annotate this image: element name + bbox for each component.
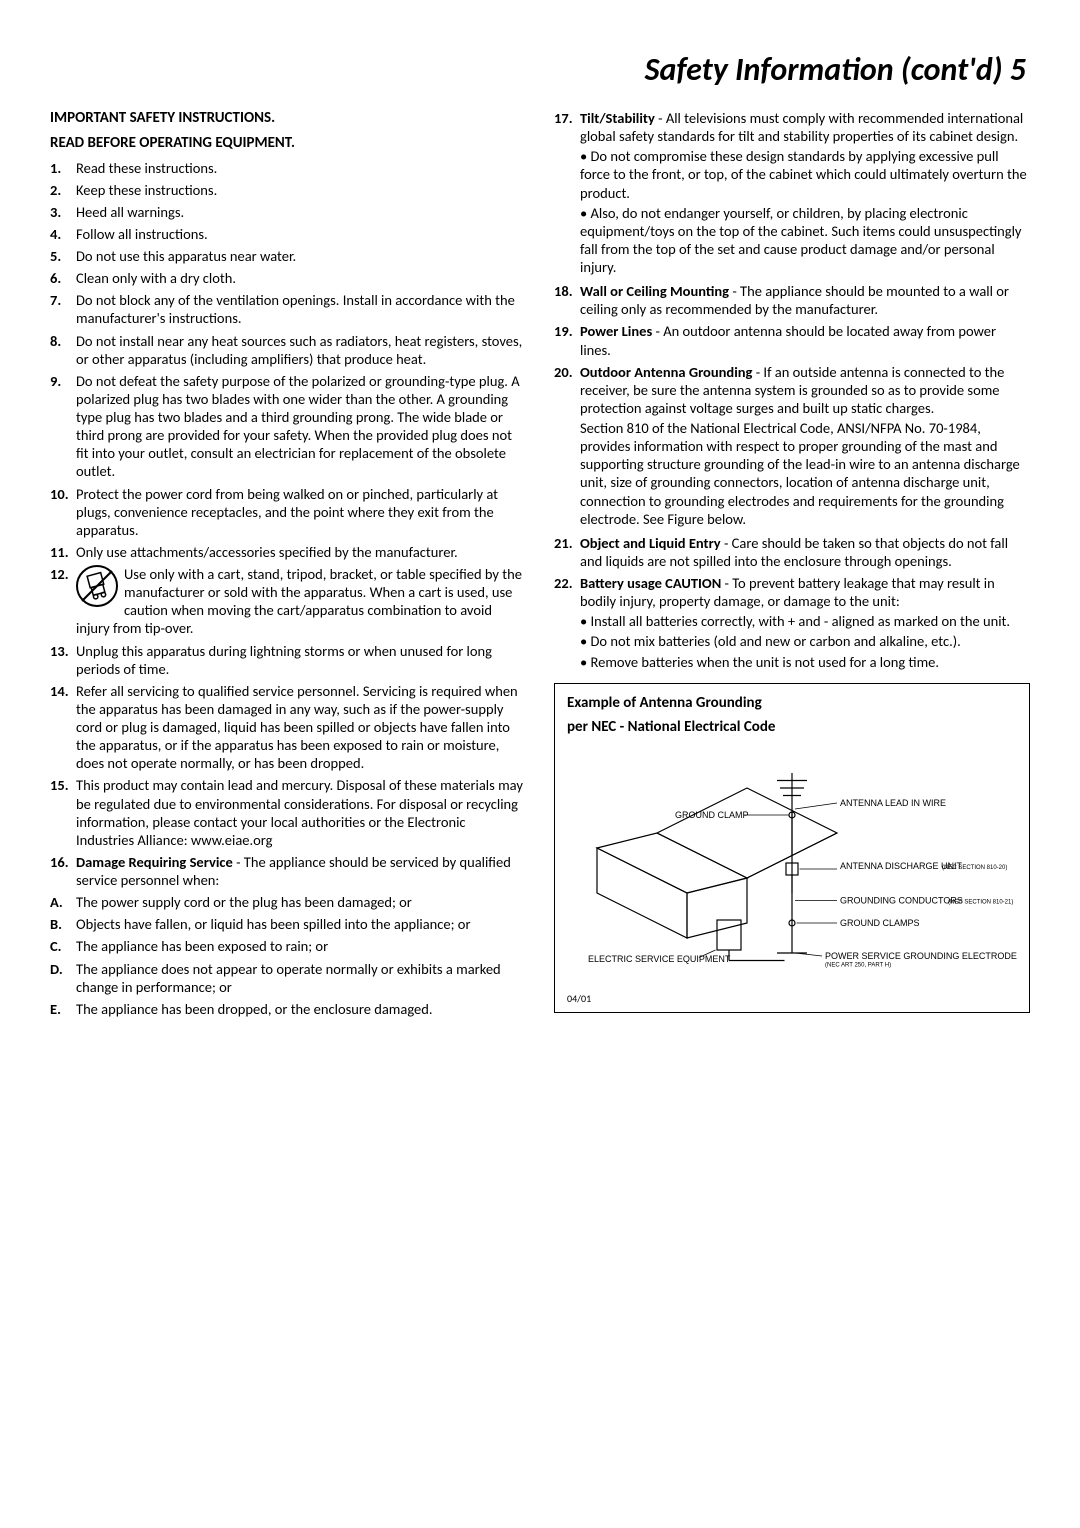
item-num: 17. xyxy=(554,109,580,278)
item-num: B. xyxy=(50,915,76,933)
instruction-list-left: 1.Read these instructions. 2.Keep these … xyxy=(50,159,526,1018)
item-num: 21. xyxy=(554,534,580,570)
item-20: Outdoor Antenna Grounding - If an outsid… xyxy=(580,363,1030,530)
item-num: 12. xyxy=(50,565,76,638)
item-18: Wall or Ceiling Mounting - The appliance… xyxy=(580,282,1030,318)
item-6: Clean only with a dry cloth. xyxy=(76,269,526,287)
item-num: 2. xyxy=(50,181,76,199)
lbl-conductors-sec: (NEC SECTION 810-21) xyxy=(948,900,1013,906)
item-11: Only use attachments/accessories specifi… xyxy=(76,543,526,561)
heading-line-1: IMPORTANT SAFETY INSTRUCTIONS. xyxy=(50,109,526,128)
item-16e: The appliance has been dropped, or the e… xyxy=(76,1000,526,1018)
item-num: E. xyxy=(50,1000,76,1018)
lbl-service-equip: ELECTRIC SERVICE EQUIPMENT xyxy=(588,954,731,964)
cart-tip-icon xyxy=(76,565,118,611)
item-num: 1. xyxy=(50,159,76,177)
item-num: 10. xyxy=(50,485,76,539)
lbl-ground-clamp: GROUND CLAMP xyxy=(675,810,749,820)
content-columns: IMPORTANT SAFETY INSTRUCTIONS. READ BEFO… xyxy=(50,109,1030,1022)
item-num: 15. xyxy=(50,776,76,849)
item-12: Use only with a cart, stand, tripod, bra… xyxy=(76,565,526,638)
antenna-diagram-svg: GROUND CLAMP ANTENNA LEAD IN WIRE ANTENN… xyxy=(567,743,1017,983)
item-num: 7. xyxy=(50,291,76,327)
item-16c: The appliance has been exposed to rain; … xyxy=(76,937,526,955)
item-8: Do not install near any heat sources suc… xyxy=(76,332,526,368)
item-21: Object and Liquid Entry - Care should be… xyxy=(580,534,1030,570)
lbl-conductors: GROUNDING CONDUCTORS xyxy=(840,896,963,906)
item-12-text: Use only with a cart, stand, tripod, bra… xyxy=(76,565,522,637)
heading-line-2: READ BEFORE OPERATING EQUIPMENT. xyxy=(50,134,526,153)
item-num: C. xyxy=(50,937,76,955)
lbl-antenna-lead: ANTENNA LEAD IN WIRE xyxy=(840,798,946,808)
item-num: 8. xyxy=(50,332,76,368)
item-13: Unplug this apparatus during lightning s… xyxy=(76,642,526,678)
item-num: 6. xyxy=(50,269,76,287)
item-16d: The appliance does not appear to operate… xyxy=(76,960,526,996)
item-16: Damage Requiring Service - The appliance… xyxy=(76,853,526,889)
item-num: 14. xyxy=(50,682,76,773)
item-17: Tilt/Stability - All televisions must co… xyxy=(580,109,1030,278)
instruction-list-right: 17. Tilt/Stability - All televisions mus… xyxy=(554,109,1030,673)
item-num: 18. xyxy=(554,282,580,318)
diagram-title-1: Example of Antenna Grounding xyxy=(567,694,1017,713)
divider-dots xyxy=(50,93,1030,95)
lbl-electrode: POWER SERVICE GROUNDING ELECTRODE SYSTEM xyxy=(825,951,1017,961)
item-num: 4. xyxy=(50,225,76,243)
item-1: Read these instructions. xyxy=(76,159,526,177)
item-14: Refer all servicing to qualified service… xyxy=(76,682,526,773)
page-title: Safety Information (cont'd) 5 xyxy=(50,50,1030,89)
left-column: IMPORTANT SAFETY INSTRUCTIONS. READ BEFO… xyxy=(50,109,526,1022)
item-4: Follow all instructions. xyxy=(76,225,526,243)
item-num: 20. xyxy=(554,363,580,530)
antenna-diagram-box: Example of Antenna Grounding per NEC - N… xyxy=(554,683,1030,1013)
item-2: Keep these instructions. xyxy=(76,181,526,199)
item-num: D. xyxy=(50,960,76,996)
item-num: 5. xyxy=(50,247,76,265)
item-10: Protect the power cord from being walked… xyxy=(76,485,526,539)
item-num: 13. xyxy=(50,642,76,678)
item-16a: The power supply cord or the plug has be… xyxy=(76,893,526,911)
item-num: 11. xyxy=(50,543,76,561)
lbl-electrode-sec: (NEC ART 250, PART H) xyxy=(825,963,891,969)
item-7: Do not block any of the ventilation open… xyxy=(76,291,526,327)
item-3: Heed all warnings. xyxy=(76,203,526,221)
item-22: Battery usage CAUTION - To prevent batte… xyxy=(580,574,1030,673)
lbl-discharge-sec: (NEC SECTION 810-20) xyxy=(942,865,1007,871)
item-19: Power Lines - An outdoor antenna should … xyxy=(580,322,1030,358)
right-column: 17. Tilt/Stability - All televisions mus… xyxy=(554,109,1030,1022)
item-num: 19. xyxy=(554,322,580,358)
item-num: 16. xyxy=(50,853,76,889)
item-num: 3. xyxy=(50,203,76,221)
item-num: A. xyxy=(50,893,76,911)
item-15: This product may contain lead and mercur… xyxy=(76,776,526,849)
diagram-revision: 04/01 xyxy=(567,993,1017,1006)
item-9: Do not defeat the safety purpose of the … xyxy=(76,372,526,481)
item-5: Do not use this apparatus near water. xyxy=(76,247,526,265)
diagram-title-2: per NEC - National Electrical Code xyxy=(567,718,1017,737)
lbl-ground-clamps: GROUND CLAMPS xyxy=(840,918,920,928)
item-num: 22. xyxy=(554,574,580,673)
item-16b: Objects have fallen, or liquid has been … xyxy=(76,915,526,933)
item-num: 9. xyxy=(50,372,76,481)
